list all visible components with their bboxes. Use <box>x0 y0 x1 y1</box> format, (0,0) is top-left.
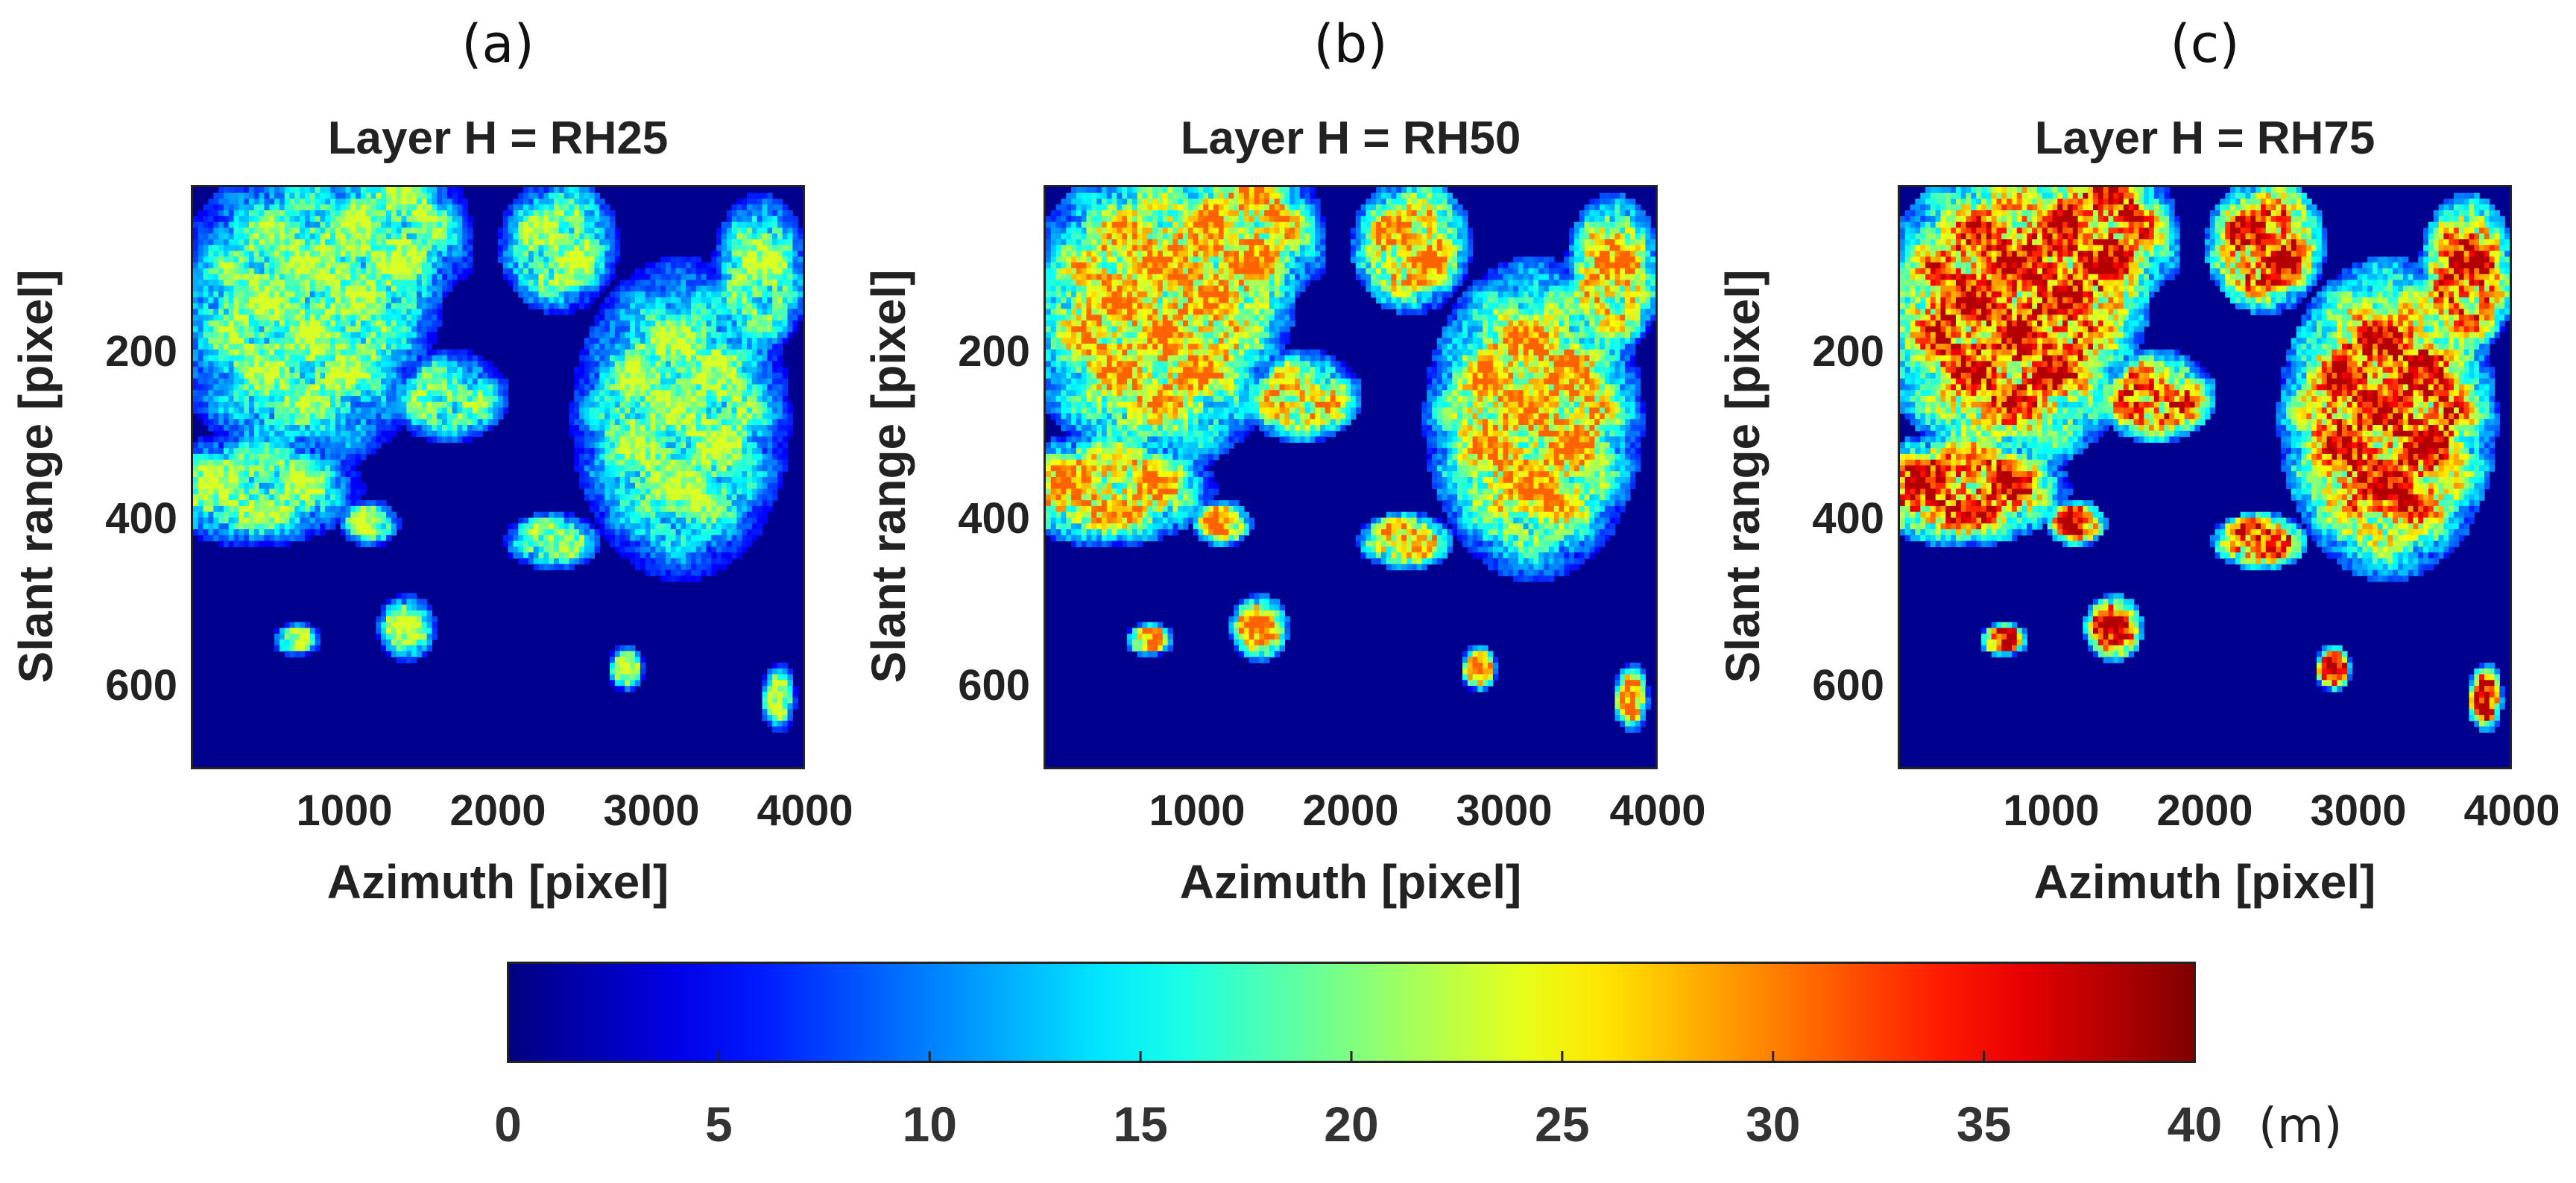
panel-title: Layer H = RH25 <box>327 113 669 164</box>
heatmap-image <box>193 187 803 733</box>
heatmap-image <box>1046 187 1655 733</box>
x-tick-label: 2000 <box>2156 786 2253 835</box>
y-tick-label: 600 <box>1812 661 1884 710</box>
colorbar-tick-label: 15 <box>1113 1097 1168 1152</box>
x-tick-label: 3000 <box>1456 786 1553 835</box>
colorbar-tick-label: 40 <box>2167 1097 2223 1152</box>
panel-title: Layer H = RH75 <box>2034 113 2375 164</box>
heatmap-plot-area <box>191 185 805 769</box>
colorbar-tick-label: 25 <box>1535 1097 1590 1152</box>
x-tick-label: 2000 <box>1302 786 1399 835</box>
heatmap-image <box>1900 187 2510 733</box>
colorbar-tick-label: 35 <box>1956 1097 2012 1152</box>
colorbar-tick-label: 30 <box>1746 1097 1801 1152</box>
y-tick-label: 600 <box>105 661 177 710</box>
x-axis-label: Azimuth [pixel] <box>1179 855 1522 909</box>
colorbar-tick-label: 5 <box>705 1097 733 1152</box>
y-tick-label: 200 <box>958 327 1030 376</box>
panel-letter: (a) <box>461 13 534 75</box>
x-tick-label: 3000 <box>2310 786 2407 835</box>
y-tick-label: 400 <box>1812 494 1884 543</box>
colorbar-gradient <box>507 962 2196 1063</box>
y-tick-label: 200 <box>105 327 177 376</box>
colorbar-unit: (m) <box>2258 1099 2343 1154</box>
colorbar-tick-label: 0 <box>494 1097 522 1152</box>
y-tick-label: 200 <box>1812 327 1884 376</box>
x-axis-label: Azimuth [pixel] <box>326 855 669 909</box>
y-tick-label: 400 <box>958 494 1030 543</box>
heatmap-plot-area <box>1898 185 2512 769</box>
x-axis-label: Azimuth [pixel] <box>2033 855 2376 909</box>
y-axis-label: Slant range [pixel] <box>1716 269 1770 684</box>
y-tick-label: 600 <box>958 661 1030 710</box>
colorbar-tick-label: 10 <box>902 1097 957 1152</box>
heatmap-plot-area <box>1044 185 1658 769</box>
x-tick-label: 1000 <box>1149 786 1246 835</box>
panel-title: Layer H = RH50 <box>1180 113 1521 164</box>
colorbar <box>507 962 2196 1063</box>
y-tick-label: 400 <box>105 494 177 543</box>
x-tick-label: 1000 <box>2003 786 2100 835</box>
x-tick-label: 4000 <box>757 786 853 835</box>
colorbar-tick-label: 20 <box>1324 1097 1379 1152</box>
x-tick-label: 1000 <box>296 786 393 835</box>
x-tick-label: 2000 <box>449 786 546 835</box>
y-axis-label: Slant range [pixel] <box>862 269 915 684</box>
y-axis-label: Slant range [pixel] <box>9 269 63 684</box>
x-tick-label: 3000 <box>603 786 700 835</box>
panel-letter: (c) <box>2170 13 2240 75</box>
x-tick-label: 4000 <box>2463 786 2560 835</box>
x-tick-label: 4000 <box>1609 786 1706 835</box>
panel-letter: (b) <box>1313 13 1388 75</box>
